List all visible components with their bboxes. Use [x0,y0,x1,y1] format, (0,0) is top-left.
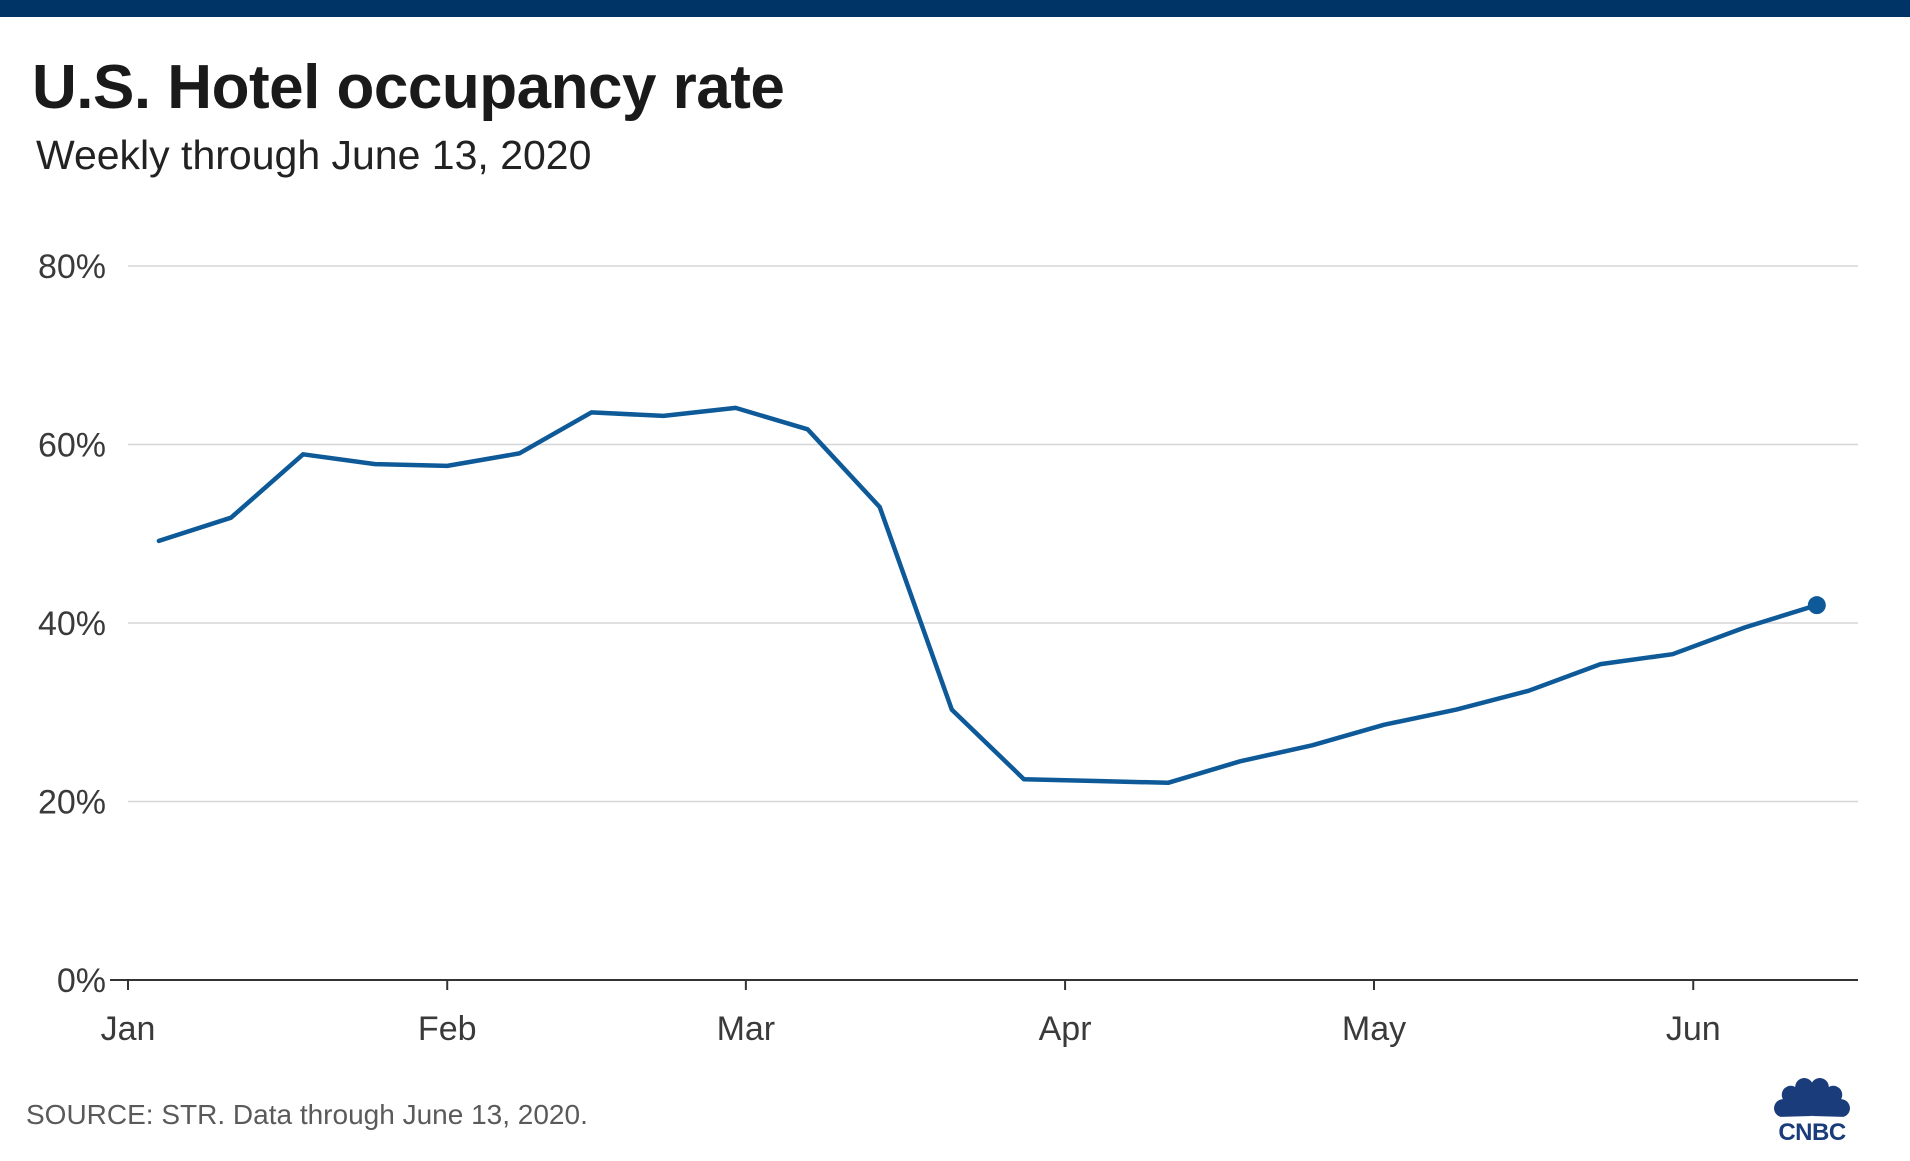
logo-feather [1795,1078,1813,1116]
y-tick-label: 40% [38,605,106,643]
y-tick-label: 80% [38,248,106,286]
y-tick-label: 60% [38,427,106,465]
grid-lines [128,265,1858,803]
chart-subtitle: Weekly through June 13, 2020 [36,132,592,178]
last-point-marker [1807,596,1826,615]
y-tick-label: 0% [57,962,106,1000]
series-line [156,405,1820,786]
peacock-icon [1774,1078,1850,1117]
series-layer [156,405,1826,786]
x-tick-label: Apr [1039,1010,1092,1048]
x-tick-label: Jan [101,1010,156,1048]
logo-feather [1812,1085,1843,1116]
y-tick-label: 20% [38,784,106,822]
logo-feather [1781,1085,1812,1116]
x-axis: Jan Feb Mar Apr May Jun [101,979,1858,1048]
source-note: SOURCE: STR. Data through June 13, 2020. [26,1099,588,1130]
top-bar [0,0,1910,17]
y-axis-labels: 0% 20% 40% 60% 80% [38,248,106,1000]
chart-title: U.S. Hotel occupancy rate [32,53,785,122]
logo-feather [1811,1078,1829,1116]
logo-feather [1774,1099,1812,1117]
logo-text: CNBC [1778,1119,1845,1142]
cnbc-logo: CNBC [1774,1078,1850,1142]
x-tick-label: May [1342,1010,1406,1048]
x-tick-label: Feb [418,1010,477,1048]
logo-feather [1812,1099,1850,1117]
x-tick-label: Mar [717,1010,776,1048]
x-tick-label: Jun [1666,1010,1721,1048]
